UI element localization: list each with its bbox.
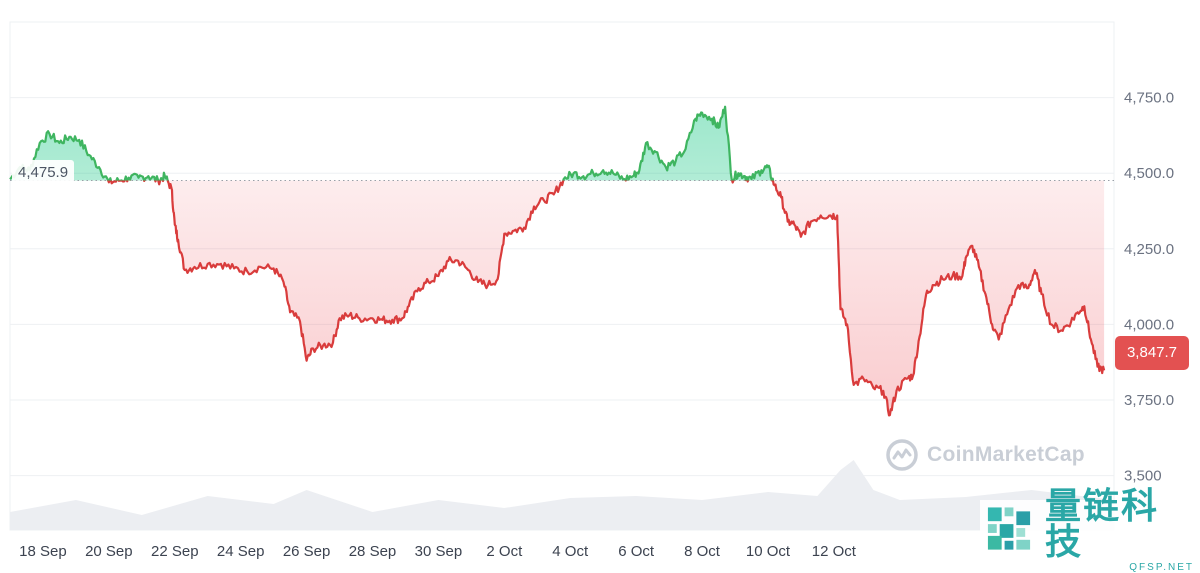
x-tick-label: 30 Sep xyxy=(415,543,463,560)
volume-area xyxy=(10,460,1114,530)
y-axis: 3,500 3,750.0 4,000.0 4,250.0 4,500.0 4,750.0 xyxy=(1124,90,1174,485)
x-axis: 18 Sep 20 Sep 22 Sep 24 Sep 26 Sep 28 Sep 30 S… xyxy=(19,543,857,560)
y-tick-label: 4,000.0 xyxy=(1124,316,1174,333)
price-line-down xyxy=(106,180,1106,417)
site-watermark-cn: 量链科技 xyxy=(1044,484,1159,562)
y-tick-label: 4,250.0 xyxy=(1124,241,1174,258)
y-tick-label: 3,500 xyxy=(1124,468,1162,485)
x-tick-label: 24 Sep xyxy=(217,543,265,560)
y-tick-label: 4,750.0 xyxy=(1124,90,1174,107)
x-tick-label: 8 Oct xyxy=(684,543,721,560)
site-watermark-en: QFSP.NET xyxy=(1129,561,1194,573)
site-watermark-text: 量链科技 QFSP.NET xyxy=(1044,484,1194,573)
price-line xyxy=(9,105,1106,417)
x-tick-label: 10 Oct xyxy=(746,543,791,560)
y-tick-label: 3,750.0 xyxy=(1124,392,1174,409)
coinmarketcap-logo-icon xyxy=(886,439,918,471)
x-tick-label: 12 Oct xyxy=(812,543,857,560)
grid-lines xyxy=(10,97,1114,477)
baseline-price-label: 4,475.9 xyxy=(12,160,75,185)
x-tick-label: 6 Oct xyxy=(618,543,655,560)
x-tick-label: 28 Sep xyxy=(349,543,397,560)
volume-shape xyxy=(10,460,1114,530)
x-tick-label: 2 Oct xyxy=(486,543,523,560)
price-line-up xyxy=(9,105,775,181)
x-tick-label: 26 Sep xyxy=(283,543,331,560)
x-tick-label: 22 Sep xyxy=(151,543,199,560)
qfsp-logo-icon xyxy=(987,507,1031,550)
coinmarketcap-wordmark: CoinMarketCap xyxy=(927,443,1085,466)
y-tick-label: 4,500.0 xyxy=(1124,165,1174,182)
coinmarketcap-watermark: CoinMarketCap xyxy=(885,438,1085,472)
current-price-badge: 3,847.7 xyxy=(1115,336,1189,370)
x-tick-label: 18 Sep xyxy=(19,543,67,560)
area-fill-above xyxy=(10,106,773,181)
site-watermark: 量链科技 QFSP.NET xyxy=(980,487,1194,572)
x-tick-label: 4 Oct xyxy=(552,543,589,560)
x-tick-label: 20 Sep xyxy=(85,543,133,560)
area-fill-below xyxy=(10,180,1105,416)
area-fill xyxy=(10,106,1105,416)
